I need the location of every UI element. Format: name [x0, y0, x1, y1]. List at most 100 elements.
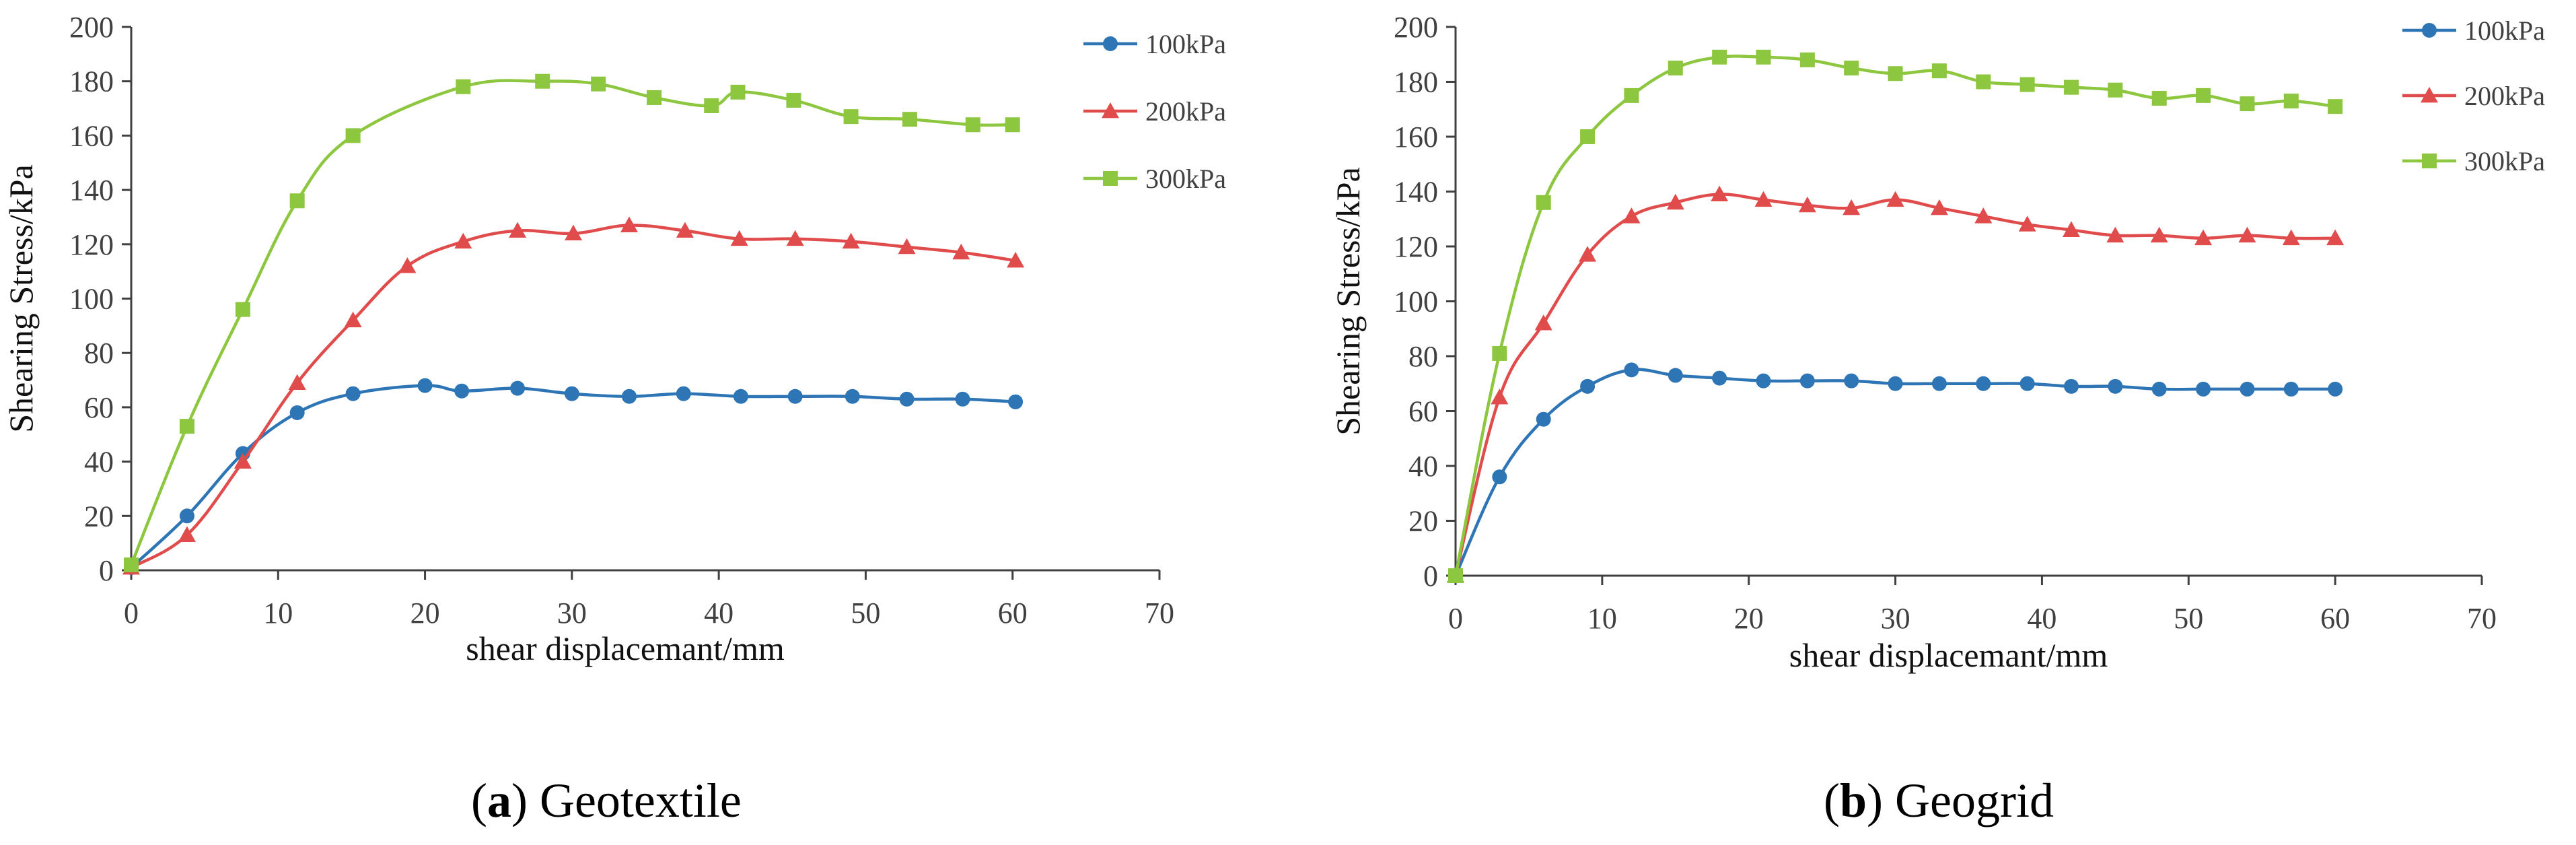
- data-point: [2018, 215, 2036, 232]
- y-tick-label: 100: [1394, 285, 1438, 318]
- x-tick-label: 40: [704, 597, 734, 630]
- data-point: [2282, 229, 2300, 246]
- caption-open: (: [471, 774, 487, 827]
- y-tick-label: 200: [1394, 11, 1438, 44]
- data-point: [1888, 376, 1903, 391]
- y-tick-label: 40: [1408, 450, 1438, 483]
- data-point: [1842, 199, 1861, 215]
- data-point: [1491, 388, 1509, 405]
- caption-close: ): [511, 774, 528, 827]
- x-tick-label: 60: [998, 597, 1028, 630]
- data-point: [344, 311, 362, 328]
- x-tick-label: 40: [2027, 602, 2056, 635]
- data-point: [730, 84, 746, 100]
- data-point: [647, 90, 662, 105]
- data-point: [2108, 82, 2123, 98]
- data-point: [2150, 226, 2168, 243]
- data-point: [1448, 568, 1463, 583]
- data-point: [2108, 378, 2123, 394]
- data-point: [955, 391, 970, 407]
- data-point: [1536, 195, 1551, 210]
- y-tick-label: 140: [69, 174, 114, 207]
- series-100kPa: [1448, 362, 2343, 583]
- data-point: [2063, 221, 2080, 237]
- legend-label: 300kPa: [1145, 164, 1226, 194]
- data-point: [2151, 381, 2167, 397]
- data-point: [564, 386, 579, 401]
- legend-marker: [2422, 23, 2437, 38]
- data-point: [1799, 373, 1815, 388]
- data-point: [124, 557, 139, 572]
- data-point: [456, 79, 471, 94]
- data-point: [704, 98, 719, 114]
- caption-geogrid: (b) Geogrid: [1824, 773, 2054, 829]
- y-tick-label: 20: [1408, 505, 1438, 538]
- data-point: [1668, 368, 1683, 383]
- data-point: [1976, 74, 1991, 90]
- data-point: [454, 383, 470, 399]
- x-tick-label: 50: [851, 597, 880, 630]
- data-point: [345, 128, 361, 143]
- y-tick-label: 160: [1394, 121, 1438, 154]
- data-point: [179, 508, 194, 524]
- data-point: [178, 526, 196, 542]
- data-point: [2064, 378, 2079, 394]
- data-point: [952, 243, 970, 260]
- data-point: [1624, 362, 1639, 378]
- caption-name: Geogrid: [1895, 774, 2054, 827]
- data-point: [1580, 129, 1596, 144]
- caption-close: ): [1867, 774, 1884, 827]
- data-point: [845, 388, 860, 404]
- data-point: [786, 92, 801, 108]
- x-tick-label: 50: [2174, 602, 2203, 635]
- data-point: [2328, 99, 2343, 114]
- data-point: [1622, 207, 1641, 224]
- data-point: [510, 380, 526, 396]
- data-point: [1580, 378, 1596, 394]
- y-tick-label: 0: [1423, 560, 1438, 593]
- legend-label: 300kPa: [2464, 146, 2545, 176]
- data-point: [620, 216, 638, 232]
- data-point: [1624, 88, 1639, 103]
- series-300kPa: [124, 73, 1020, 572]
- data-point: [786, 230, 804, 246]
- data-point: [621, 388, 637, 404]
- x-tick-label: 30: [1881, 602, 1910, 635]
- x-axis-label: shear displacemant/mm: [466, 630, 785, 667]
- x-tick-label: 70: [2467, 602, 2497, 635]
- data-point: [730, 230, 748, 246]
- data-point: [2326, 229, 2345, 246]
- series-line: [130, 224, 1016, 569]
- y-tick-label: 60: [1408, 395, 1438, 428]
- legend-label: 100kPa: [1145, 29, 1226, 59]
- data-point: [1754, 191, 1773, 207]
- data-point: [1008, 394, 1024, 409]
- x-tick-label: 0: [124, 597, 139, 630]
- data-point: [289, 405, 305, 420]
- y-tick-label: 0: [99, 554, 114, 587]
- data-point: [591, 76, 606, 92]
- legend-marker: [2421, 87, 2438, 103]
- data-point: [1931, 376, 1947, 391]
- y-tick-label: 140: [1394, 176, 1438, 209]
- data-point: [1799, 52, 1815, 67]
- data-point: [234, 452, 252, 469]
- data-point: [2019, 77, 2035, 92]
- data-point: [1534, 314, 1552, 331]
- data-point: [843, 109, 859, 125]
- y-tick-label: 80: [1408, 340, 1438, 373]
- data-point: [1712, 49, 1727, 65]
- data-point: [288, 374, 306, 390]
- data-point: [1666, 193, 1684, 210]
- data-point: [842, 232, 860, 249]
- legend-label: 200kPa: [2464, 81, 2545, 111]
- y-tick-label: 120: [69, 228, 114, 261]
- x-tick-label: 30: [557, 597, 587, 630]
- data-point: [1930, 199, 1948, 215]
- data-point: [965, 117, 980, 133]
- legend-label: 100kPa: [2464, 15, 2545, 46]
- y-tick-label: 40: [84, 446, 114, 479]
- data-point: [1007, 252, 1025, 268]
